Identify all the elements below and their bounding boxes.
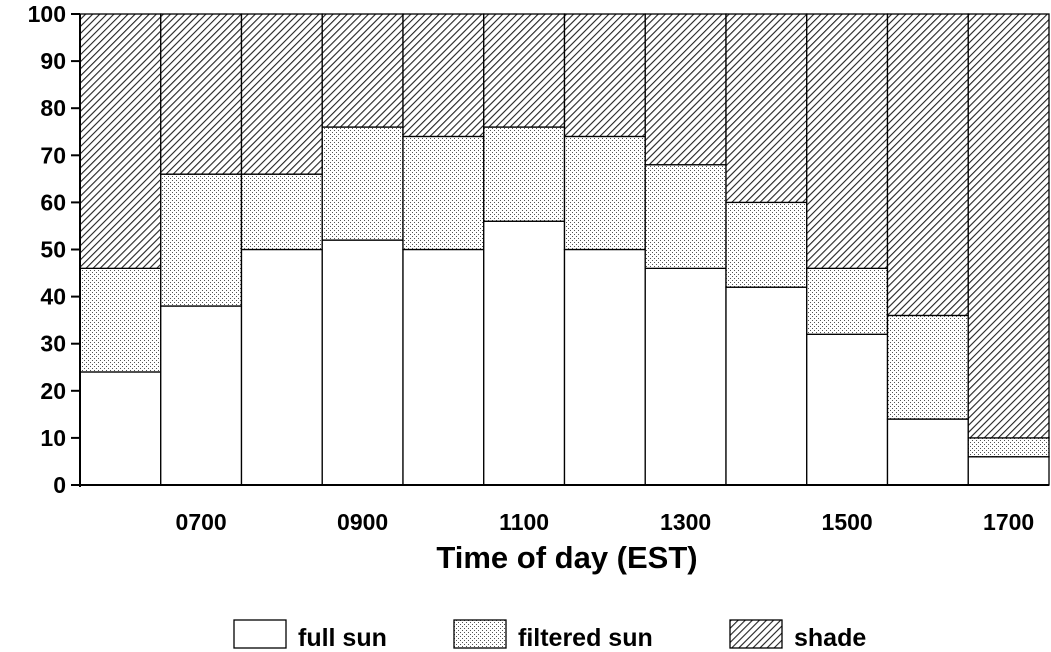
bar-0700-series-2 [160, 13, 243, 175]
bar-1100-series-0 [483, 220, 566, 486]
bar-1700-series-1 [967, 437, 1050, 458]
y-tick-label: 10 [40, 425, 66, 451]
bar-1600-series-2 [886, 13, 969, 317]
y-tick-label: 80 [40, 95, 66, 121]
bar-1600-series-1 [886, 314, 969, 420]
bar-1300-series-1 [644, 164, 727, 269]
axes-layer: 0 10 20 30 40 50 60 70 80 90 100 0700 0900 1100 1300 15… [28, 1, 1049, 535]
bar-1000-series-1 [402, 135, 485, 251]
legend-swatch-0 [233, 619, 287, 649]
x-axis-title: Time of day (EST) [436, 540, 697, 575]
bar-1200-series-2 [563, 13, 646, 138]
bar-1700-series-2 [967, 13, 1050, 439]
bar-0600-series-2 [79, 13, 162, 269]
bar-1600-series-0 [886, 418, 969, 486]
bar-0900-series-1 [321, 126, 404, 241]
bar-1500-series-1 [806, 267, 889, 335]
legend-label-1: filtered sun [518, 624, 653, 652]
bar-0900-series-2 [321, 13, 404, 128]
bar-0800-series-1 [240, 173, 323, 251]
legend-swatch-1 [453, 619, 507, 649]
bar-1200-series-0 [563, 248, 646, 486]
bars-layer [79, 13, 1050, 486]
y-tick-label: 0 [53, 472, 66, 498]
y-tick-label: 100 [28, 1, 66, 27]
bar-1400-series-2 [725, 13, 808, 204]
bar-0800-series-0 [240, 248, 323, 486]
legend-swatch-2 [729, 619, 783, 649]
bar-1000-series-2 [402, 13, 485, 138]
bar-1500-series-0 [806, 333, 889, 486]
bar-0700-series-1 [160, 173, 243, 307]
x-tick-label: 0700 [176, 509, 227, 535]
bar-1100-series-1 [483, 126, 566, 222]
legend-label-2: shade [794, 624, 866, 652]
x-tick-label: 1700 [983, 509, 1034, 535]
y-tick-label: 50 [40, 237, 66, 263]
y-tick-label: 60 [40, 189, 66, 215]
bar-0800-series-2 [240, 13, 323, 175]
x-tick-label: 1300 [660, 509, 711, 535]
bar-0600-series-0 [79, 371, 162, 486]
x-tick-label: 1500 [822, 509, 873, 535]
bar-1200-series-1 [563, 135, 646, 251]
bar-1300-series-2 [644, 13, 727, 166]
y-tick-label: 70 [40, 142, 66, 168]
bar-1700-series-0 [967, 456, 1050, 486]
bar-1400-series-0 [725, 286, 808, 486]
y-tick-label: 30 [40, 331, 66, 357]
y-tick-label: 40 [40, 284, 66, 310]
x-tick-label: 1100 [499, 509, 549, 535]
x-tick-label: 0900 [337, 509, 388, 535]
bar-1500-series-2 [806, 13, 889, 269]
legend-label-0: full sun [298, 624, 387, 652]
bar-0600-series-1 [79, 267, 162, 373]
bar-1300-series-0 [644, 267, 727, 486]
y-tick-label: 90 [40, 48, 66, 74]
bar-1000-series-0 [402, 248, 485, 486]
legend: full sun filtered sun shade [233, 619, 866, 652]
y-tick-label: 20 [40, 378, 66, 404]
bar-0900-series-0 [321, 239, 404, 486]
bar-1400-series-1 [725, 201, 808, 288]
bar-1100-series-2 [483, 13, 566, 128]
bar-0700-series-0 [160, 305, 243, 486]
